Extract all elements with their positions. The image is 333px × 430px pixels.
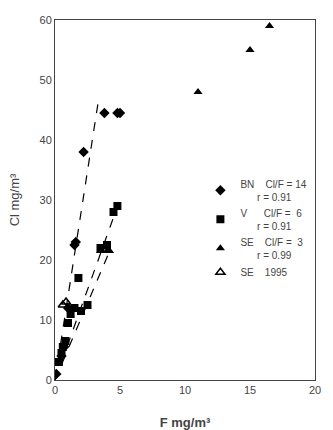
svg-text:5: 5 <box>117 384 123 396</box>
svg-text:10: 10 <box>179 384 191 396</box>
svg-text:60: 60 <box>40 14 52 26</box>
svg-text:0: 0 <box>46 374 52 386</box>
svg-text:V Cl/F = 6 r = 0.91: V Cl/F = 6 r = 0.91 <box>240 208 302 232</box>
svg-text:30: 30 <box>40 194 52 206</box>
svg-text:40: 40 <box>40 134 52 146</box>
svg-text:50: 50 <box>40 74 52 86</box>
svg-text:F mg/m³: F mg/m³ <box>160 415 211 430</box>
svg-text:20: 20 <box>40 254 52 266</box>
svg-text:20: 20 <box>309 384 321 396</box>
svg-text:BN Cl/F = 14 r = 0.91: BN Cl/F = 14 r = 0.91 <box>240 179 306 203</box>
svg-text:Cl mg/m³: Cl mg/m³ <box>7 173 22 226</box>
svg-text:0: 0 <box>52 384 58 396</box>
svg-text:10: 10 <box>40 314 52 326</box>
svg-text:SE 1995: SE 1995 <box>240 267 287 278</box>
svg-text:SE Cl/F = 3 r = 0.99: SE Cl/F = 3 r = 0.99 <box>240 237 303 261</box>
svg-text:15: 15 <box>244 384 256 396</box>
